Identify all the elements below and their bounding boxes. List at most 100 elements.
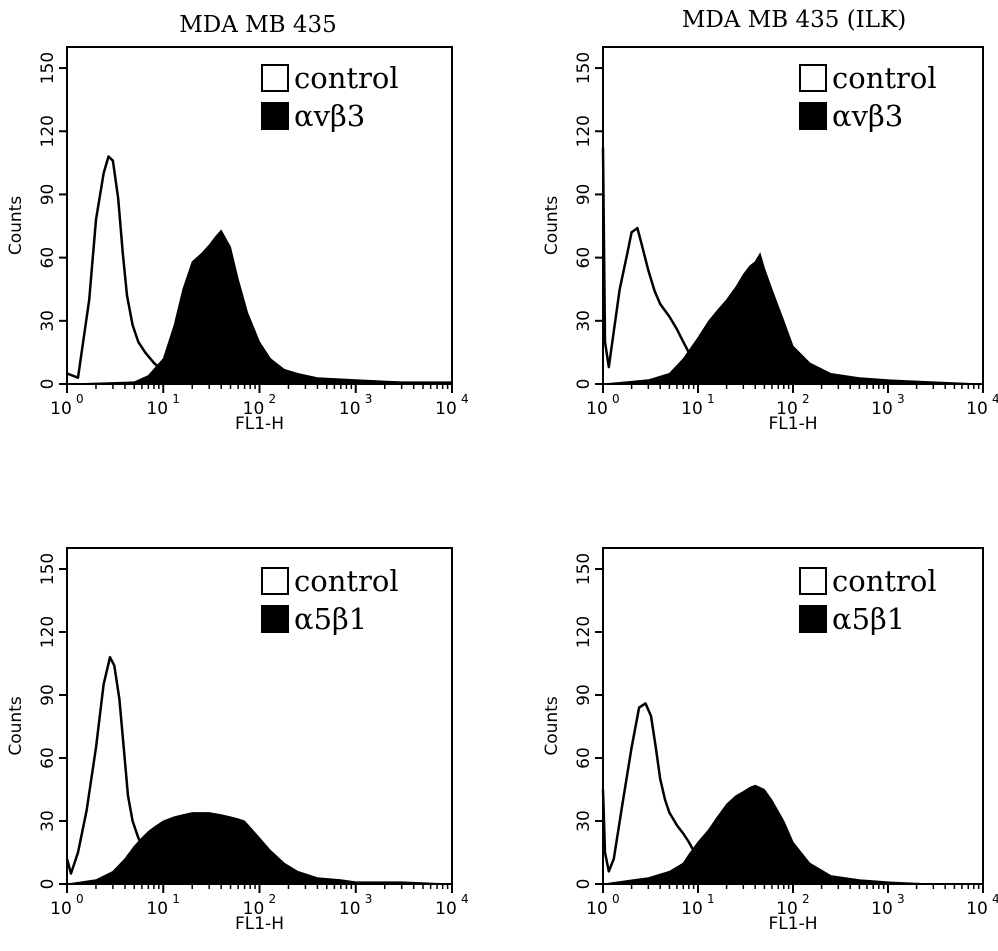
y-tick-label: 60 [38, 747, 58, 769]
y-axis-title: Counts [542, 696, 562, 755]
x-tick-exponent: 3 [897, 392, 905, 406]
legend-swatch-empty [261, 64, 289, 92]
x-tick-exponent: 3 [897, 892, 905, 906]
legend-swatch-filled [261, 102, 289, 130]
y-tick-label: 90 [574, 184, 594, 206]
legend-swatch-filled [261, 605, 289, 633]
y-axis-title: Counts [6, 696, 26, 755]
x-tick-exponent: 4 [992, 392, 998, 406]
x-tick-label: 10 [681, 399, 703, 419]
y-tick-label: 150 [574, 52, 594, 84]
legend-swatch-empty [799, 64, 827, 92]
legend-label: αvβ3 [832, 99, 903, 133]
x-tick-label: 10 [50, 399, 72, 419]
x-tick-label: 10 [146, 899, 168, 919]
series-control-outline [601, 148, 728, 386]
panel-title: MDA MB 435 (ILK) [682, 7, 906, 33]
legend-swatch-filled [799, 102, 827, 130]
series-control-outline [65, 655, 184, 886]
histogram-panel-3: 10 0 10 1 10 2 10 3 10 4 0 30 60 90 120 150 FL1-H Counts c… [6, 547, 469, 934]
x-tick-label: 10 [586, 399, 608, 419]
y-tick-label: 30 [38, 310, 58, 332]
x-axis-title: FL1-H [235, 914, 284, 934]
y-tick-label: 30 [574, 810, 594, 832]
x-axis-title: FL1-H [235, 414, 284, 434]
y-tick-label: 150 [38, 553, 58, 585]
legend-label: control [832, 564, 937, 598]
y-tick-label: 30 [574, 310, 594, 332]
x-tick-exponent: 1 [172, 392, 180, 406]
y-axis-title: Counts [542, 196, 562, 255]
legend-swatch-empty [799, 567, 827, 595]
x-tick-exponent: 2 [269, 892, 277, 906]
x-tick-label: 10 [243, 399, 265, 419]
y-tick-label: 0 [38, 879, 58, 890]
series-control-outline [66, 155, 193, 386]
legend-label: control [832, 61, 937, 95]
legend-label: α5β1 [832, 602, 905, 636]
x-tick-label: 10 [966, 399, 988, 419]
histogram-panel-4: 10 0 10 1 10 2 10 3 10 4 0 30 60 90 120 150 FL1-H Counts c… [542, 547, 998, 934]
x-tick-exponent: 1 [707, 392, 715, 406]
series-α5β1-filled-area [66, 812, 453, 885]
y-tick-label: 30 [38, 810, 58, 832]
x-tick-exponent: 3 [365, 892, 373, 906]
y-tick-label: 120 [574, 616, 594, 648]
x-axis-title: FL1-H [769, 414, 818, 434]
legend-label: αvβ3 [294, 99, 365, 133]
x-tick-exponent: 4 [461, 892, 469, 906]
histogram-panel-1: MDA MB 435 10 0 10 1 10 2 10 3 10 4 0 30 60 90 120 150 FL… [6, 12, 469, 434]
y-tick-label: 120 [38, 616, 58, 648]
y-tick-label: 60 [38, 247, 58, 269]
series-α5β1-filled-area [602, 784, 983, 885]
y-tick-label: 60 [574, 247, 594, 269]
x-tick-label: 10 [871, 899, 893, 919]
x-tick-exponent: 1 [172, 892, 180, 906]
x-tick-label: 10 [966, 899, 988, 919]
x-tick-label: 10 [50, 899, 72, 919]
y-tick-label: 0 [38, 379, 58, 390]
x-tick-label: 10 [243, 899, 265, 919]
x-tick-label: 10 [681, 899, 703, 919]
x-tick-label: 10 [146, 399, 168, 419]
histogram-panel-2: MDA MB 435 (ILK) 10 0 10 1 10 2 10 3 10 4 0 30 60 90 12… [542, 7, 998, 434]
y-tick-label: 90 [38, 184, 58, 206]
x-tick-label: 10 [871, 399, 893, 419]
legend-swatch-filled [799, 605, 827, 633]
plot-frame [66, 46, 453, 385]
y-tick-label: 90 [38, 684, 58, 706]
x-tick-label: 10 [435, 399, 457, 419]
x-tick-label: 10 [776, 899, 798, 919]
x-tick-label: 10 [339, 399, 361, 419]
x-tick-exponent: 0 [612, 392, 620, 406]
series-αvβ3-filled-area [66, 229, 453, 385]
x-axis-title: FL1-H [769, 914, 818, 934]
x-tick-exponent: 0 [76, 392, 84, 406]
y-tick-label: 150 [38, 52, 58, 84]
y-tick-label: 150 [574, 553, 594, 585]
legend-label: control [294, 564, 399, 598]
x-tick-label: 10 [339, 899, 361, 919]
legend-label: control [294, 61, 399, 95]
x-tick-exponent: 2 [802, 392, 810, 406]
y-tick-label: 0 [574, 879, 594, 890]
x-tick-exponent: 0 [76, 892, 84, 906]
x-tick-exponent: 2 [269, 392, 277, 406]
x-tick-exponent: 2 [802, 892, 810, 906]
series-αvβ3-filled-area [602, 252, 984, 385]
y-tick-label: 60 [574, 747, 594, 769]
x-tick-exponent: 3 [365, 392, 373, 406]
x-tick-exponent: 0 [612, 892, 620, 906]
y-tick-label: 120 [38, 115, 58, 147]
legend-swatch-empty [261, 567, 289, 595]
y-tick-label: 120 [574, 115, 594, 147]
y-axis-title: Counts [6, 196, 26, 255]
plot-frame [602, 46, 984, 385]
x-tick-exponent: 4 [992, 892, 998, 906]
y-tick-label: 90 [574, 684, 594, 706]
x-tick-label: 10 [776, 399, 798, 419]
x-tick-exponent: 4 [461, 392, 469, 406]
plot-frame [602, 547, 984, 885]
series-control-outline [601, 702, 719, 885]
